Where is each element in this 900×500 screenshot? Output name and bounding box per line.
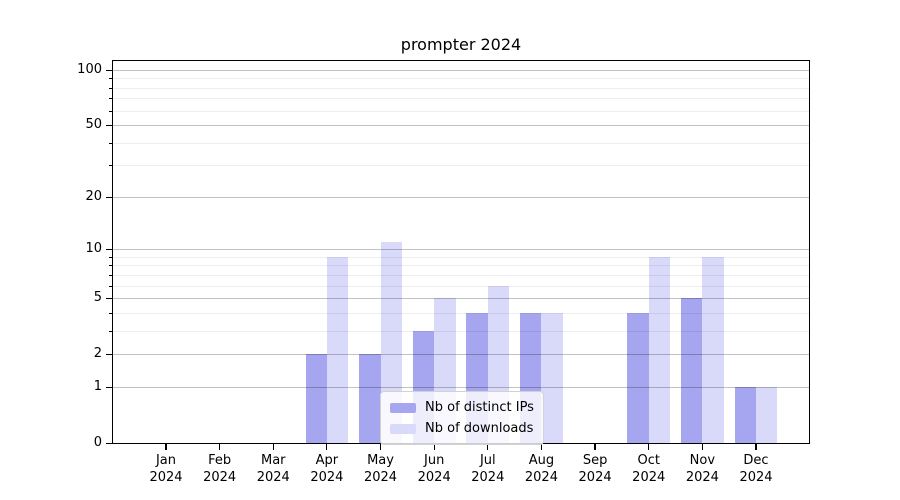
y-minor-tick-mark [108, 110, 112, 112]
y-minor-tick-mark [108, 142, 112, 144]
x-tick-label: Dec 2024 [739, 453, 773, 485]
x-tick-label: Aug 2024 [524, 453, 558, 485]
legend-label-distinct-ips: Nb of distinct IPs [425, 400, 534, 415]
y-tick-mark [106, 69, 112, 72]
bar-downloads [326, 256, 349, 443]
y-minor-tick-mark [108, 256, 112, 258]
bar-downloads [541, 312, 563, 443]
y-tick-label: 2 [93, 346, 102, 362]
bar-distinct-ips [359, 354, 381, 443]
x-tick-mark [648, 444, 650, 450]
minor-gridline [113, 330, 809, 332]
bar-downloads [702, 256, 724, 443]
major-gridline [113, 125, 809, 127]
chart-title: prompter 2024 [400, 35, 522, 54]
legend-swatch-downloads [390, 423, 416, 434]
minor-gridline [113, 165, 809, 167]
minor-gridline [113, 142, 809, 144]
y-tick-mark [106, 298, 112, 300]
x-tick-label: Feb 2024 [203, 453, 237, 485]
x-tick-mark [326, 444, 328, 450]
x-tick-label: Jan 2024 [149, 453, 183, 485]
x-tick-mark [701, 444, 703, 450]
x-tick-mark [540, 444, 543, 450]
minor-gridline [113, 98, 809, 100]
x-tick-mark [487, 444, 489, 450]
y-minor-tick-mark [108, 274, 112, 276]
x-tick-label: Apr 2024 [310, 453, 344, 485]
bar-distinct-ips [680, 298, 703, 443]
y-tick-mark [106, 125, 112, 127]
x-tick-label: Mar 2024 [256, 453, 290, 485]
y-minor-tick-mark [108, 312, 112, 314]
y-tick-label: 10 [85, 241, 102, 257]
y-tick-mark [106, 443, 112, 445]
x-tick-mark [755, 444, 757, 450]
major-gridline [113, 249, 809, 251]
y-tick-label: 20 [85, 188, 102, 204]
x-tick-mark [594, 444, 596, 450]
minor-gridline [113, 110, 809, 112]
x-tick-label: May 2024 [363, 453, 398, 485]
bar-distinct-ips [627, 312, 649, 443]
y-minor-tick-mark [108, 285, 112, 287]
bar-distinct-ips [305, 354, 327, 443]
y-tick-label: 100 [77, 61, 102, 77]
major-gridline [113, 298, 809, 300]
y-tick-label: 5 [93, 290, 102, 306]
y-tick-label: 0 [93, 435, 102, 450]
x-tick-mark [379, 444, 382, 450]
major-gridline [113, 354, 809, 356]
legend-swatch-distinct-ips [390, 402, 416, 413]
x-tick-label: Oct 2024 [632, 453, 666, 485]
minor-gridline [113, 87, 809, 89]
minor-gridline [113, 285, 809, 287]
bar-downloads [755, 386, 778, 443]
x-tick-label: Jun 2024 [417, 453, 451, 485]
bar-distinct-ips [734, 386, 756, 443]
minor-gridline [113, 256, 809, 258]
plot-area: Nb of distinct IPs Nb of downloads [112, 60, 810, 445]
y-minor-tick-mark [108, 87, 112, 89]
minor-gridline [113, 78, 809, 80]
y-minor-tick-mark [108, 78, 112, 80]
x-tick-mark [219, 444, 221, 450]
minor-gridline [113, 312, 809, 314]
x-tick-label: Nov 2024 [685, 453, 719, 485]
y-tick-mark [106, 196, 112, 199]
y-tick-mark [106, 354, 112, 356]
x-tick-label: Jul 2024 [471, 453, 505, 485]
x-tick-label: Sep 2024 [578, 453, 612, 485]
y-tick-mark [106, 386, 112, 389]
x-tick-mark [272, 444, 274, 450]
legend-label-downloads: Nb of downloads [425, 421, 534, 436]
y-minor-tick-mark [108, 330, 112, 332]
minor-gridline [113, 265, 809, 267]
bar-downloads [648, 256, 671, 443]
y-tick-label: 1 [93, 378, 102, 394]
y-minor-tick-mark [108, 165, 112, 167]
major-gridline [113, 196, 809, 198]
legend-entry-distinct-ips: Nb of distinct IPs [390, 397, 534, 418]
y-minor-tick-mark [108, 98, 112, 100]
x-tick-mark [433, 444, 435, 450]
x-tick-mark [165, 444, 167, 450]
legend-entry-downloads: Nb of downloads [390, 418, 534, 439]
y-tick-mark [106, 249, 112, 251]
y-tick-label: 50 [85, 117, 102, 133]
y-minor-tick-mark [108, 265, 112, 267]
major-gridline [113, 386, 809, 388]
legend: Nb of distinct IPs Nb of downloads [380, 391, 544, 445]
major-gridline [113, 69, 809, 71]
minor-gridline [113, 274, 809, 276]
